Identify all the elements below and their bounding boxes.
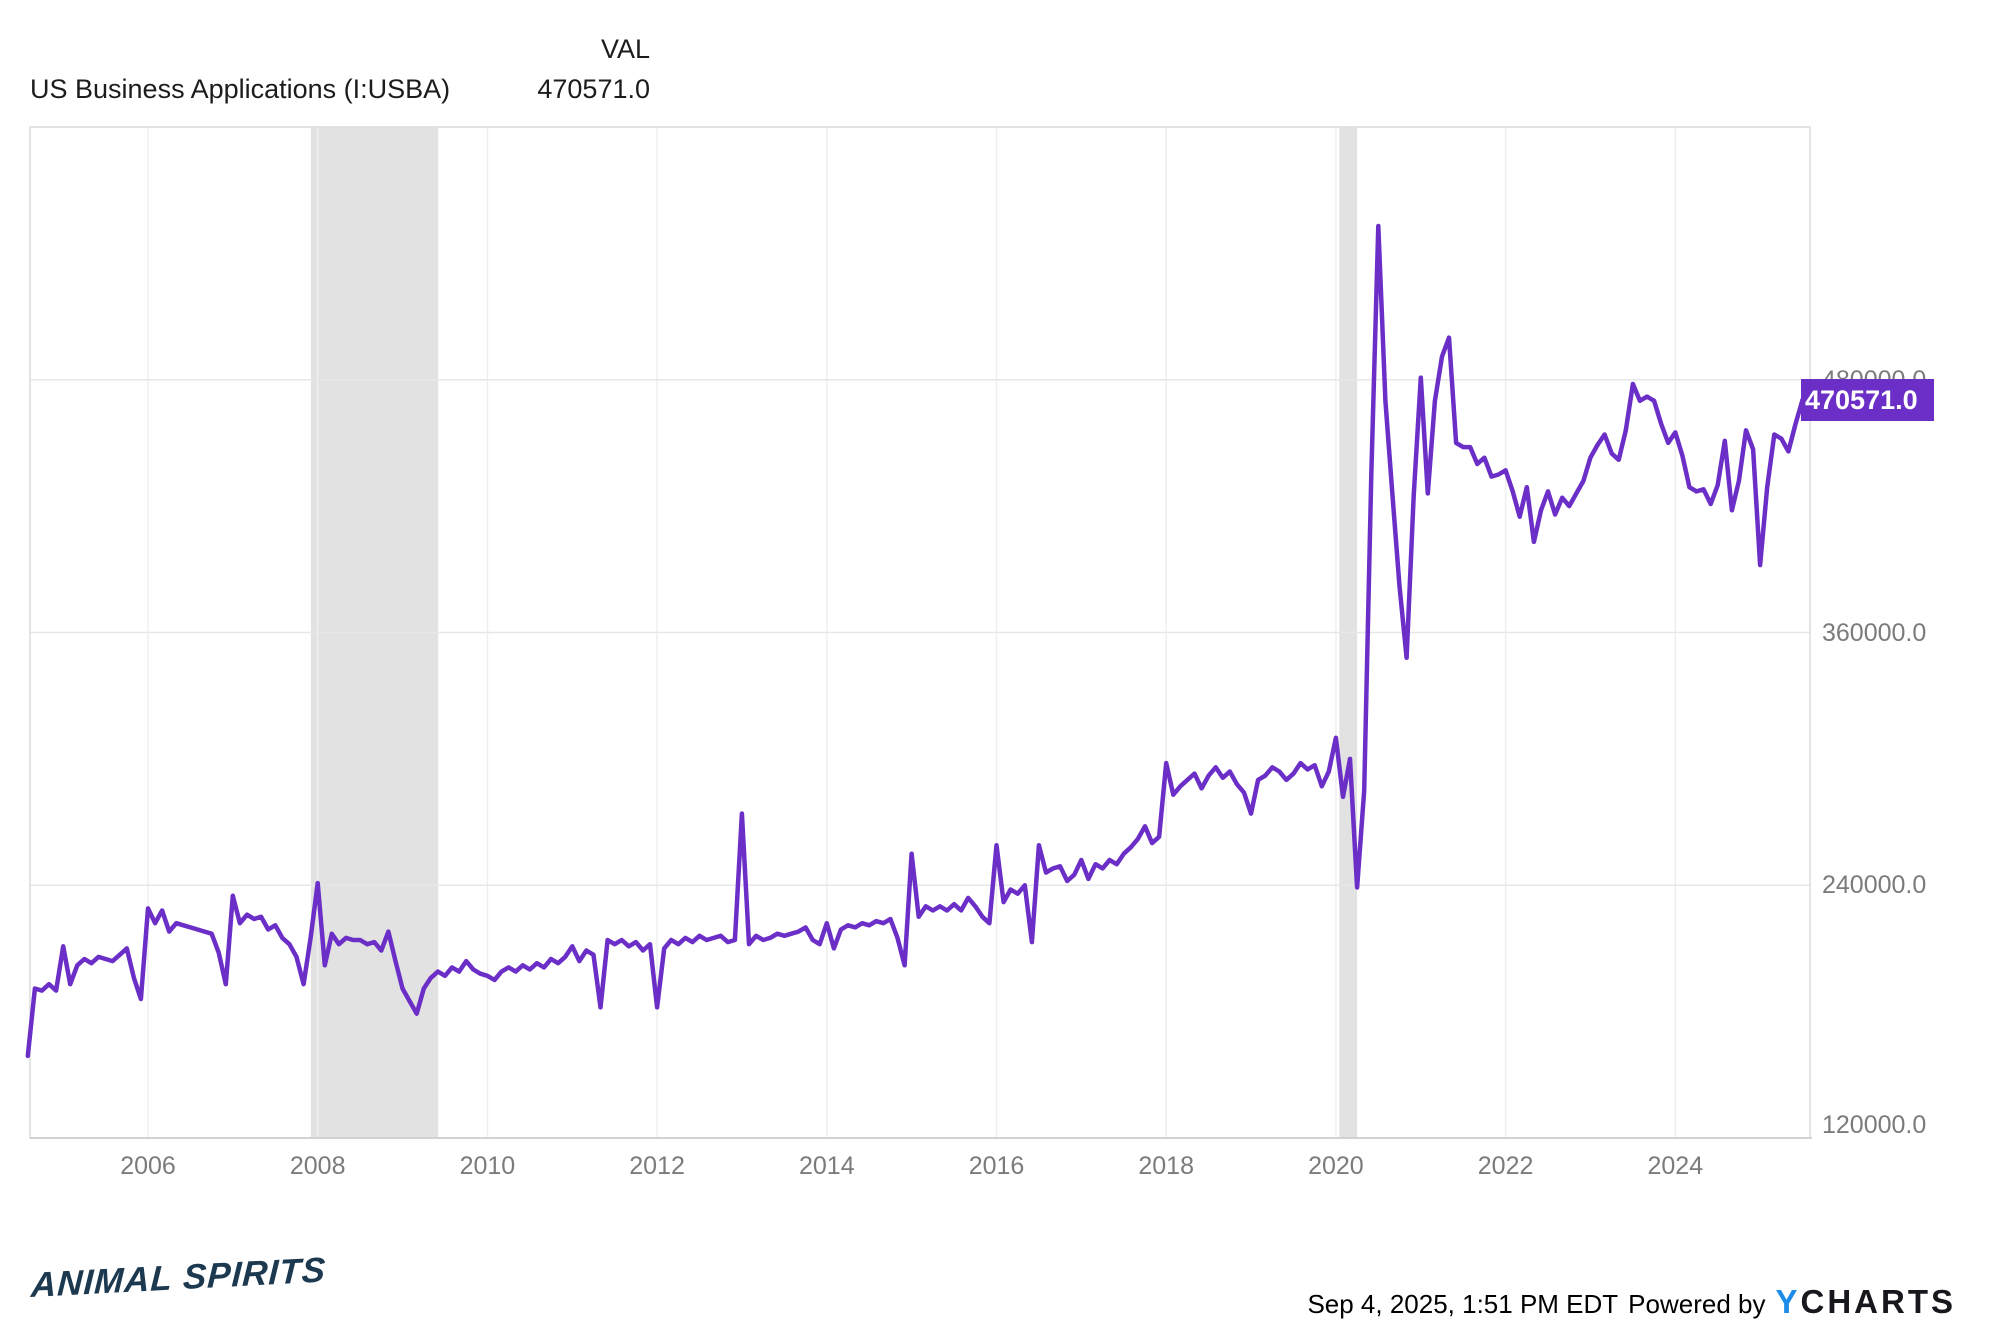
x-tick-label: 2016 <box>968 1152 1025 1180</box>
badge-value: 470571.0 <box>1801 379 1934 421</box>
x-tick-label: 2012 <box>629 1152 685 1180</box>
series-line <box>25 223 1805 1059</box>
x-tick-label: 2024 <box>1647 1152 1704 1180</box>
footer-attribution: Sep 4, 2025, 1:51 PM EDT Powered by Y CH… <box>1307 1283 1956 1321</box>
chart-header: US Business Applications (I:USBA) 470571… <box>30 74 650 105</box>
footer-timestamp: Sep 4, 2025, 1:51 PM EDT <box>1307 1289 1619 1319</box>
x-tick-label: 2010 <box>459 1152 516 1180</box>
ycharts-logo[interactable]: Y CHARTS <box>1775 1283 1956 1321</box>
series-current-value: 470571.0 <box>537 74 650 104</box>
y-tick-label: 240000.0 <box>1822 871 1927 900</box>
x-tick-label: 2018 <box>1138 1152 1194 1180</box>
x-tick-label: 2020 <box>1308 1152 1364 1180</box>
x-tick-label: 2022 <box>1477 1152 1534 1180</box>
x-tick-label: 2008 <box>289 1152 346 1180</box>
x-tick-label: 2014 <box>798 1152 855 1180</box>
ycharts-logo-y: Y <box>1775 1283 1801 1320</box>
powered-by-label: Powered by <box>1628 1289 1766 1319</box>
y-tick-label: 360000.0 <box>1822 618 1927 647</box>
series-title: US Business Applications (I:USBA) <box>30 74 451 104</box>
ycharts-logo-text: CHARTS <box>1800 1283 1956 1320</box>
x-tick-label: 2006 <box>120 1152 176 1180</box>
value-column-header: VAL <box>600 34 650 64</box>
y-tick-label: 120000.0 <box>1822 1111 1927 1139</box>
current-value-badge: 470571.0 <box>1801 379 1934 421</box>
